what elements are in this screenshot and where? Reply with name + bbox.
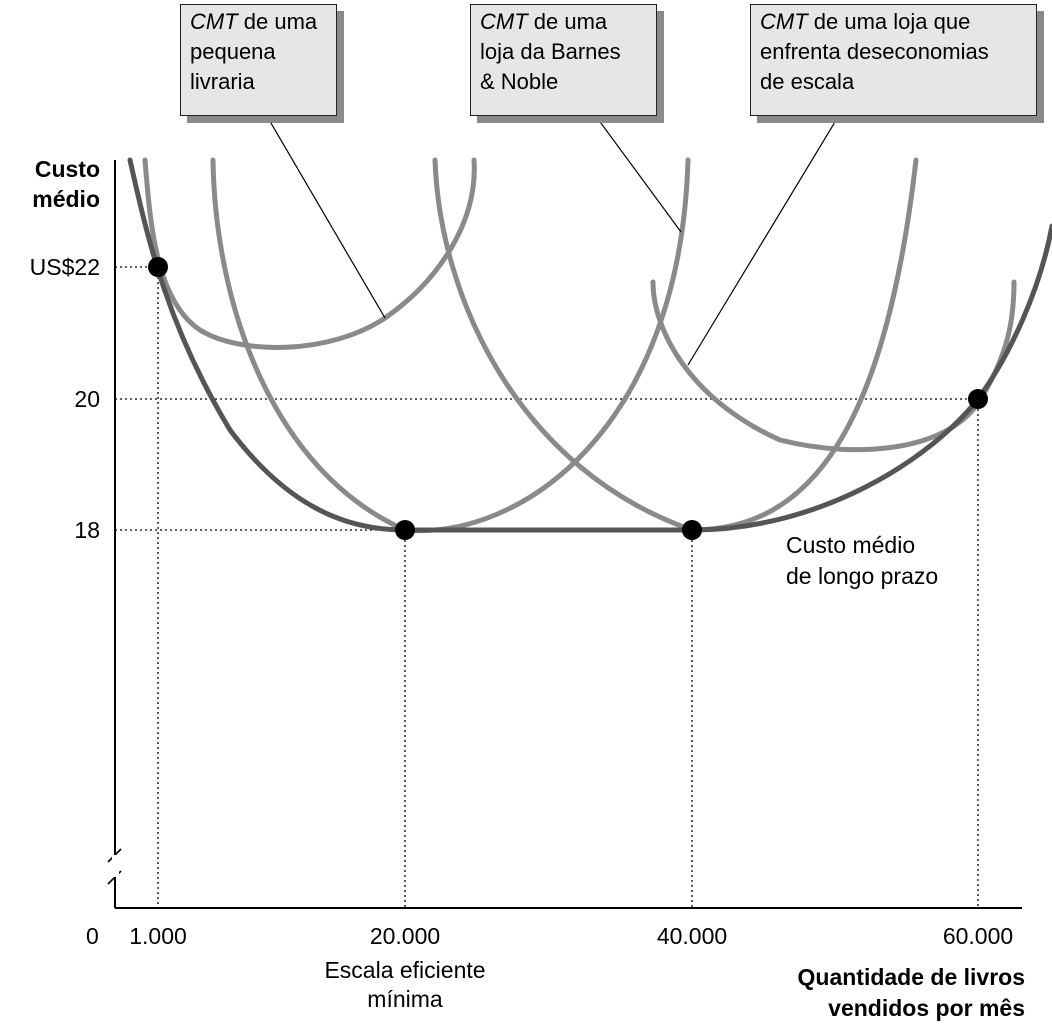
min-efficient-scale-label: Escala eficiente mínima [290, 956, 520, 1014]
y-tick-20: 20 [74, 386, 100, 412]
y-tick-18: 18 [74, 517, 100, 543]
y-tick-22: US$22 [29, 254, 100, 280]
srac-diseconomies [650, 279, 1017, 453]
lrac-label: Custo médio de longo prazo [786, 530, 938, 592]
point-60000-20 [968, 389, 988, 409]
srac-barnes-noble-2 [432, 157, 919, 533]
min-efficient-scale-line2: mínima [367, 986, 443, 1012]
callout-1-rest: de uma [237, 9, 318, 34]
point-1000-22 [148, 257, 168, 277]
x-axis-title: Quantidade de livros vendidos por mês [700, 962, 1026, 1024]
lrac-label-line1: Custo médio [786, 532, 916, 558]
callout-3-line3: de escala [760, 69, 855, 94]
callout-small-bookstore: CMT de uma pequena livraria [180, 4, 337, 116]
callout-barnes-noble: CMT de uma loja da Barnes & Noble [470, 4, 657, 116]
point-20000-18 [395, 520, 415, 540]
y-axis-title: Custo médio [2, 154, 100, 214]
x-tick-1000: 1.000 [129, 923, 187, 949]
lrac-label-line2: de longo prazo [786, 563, 939, 589]
min-efficient-scale-line1: Escala eficiente [324, 957, 486, 983]
callout-3-em: CMT [760, 9, 808, 34]
x-tick-40000: 40.000 [656, 923, 728, 949]
leader-barnes-noble [594, 114, 682, 233]
point-40000-18 [682, 520, 702, 540]
callout-1-line3: livraria [190, 69, 255, 94]
callout-2-em: CMT [480, 9, 528, 34]
y-axis-title-line1: Custo [34, 156, 100, 182]
callout-1-em: CMT [190, 9, 238, 34]
axis-break-gap [112, 855, 119, 877]
callout-3-rest: de uma loja que [807, 9, 971, 34]
x-axis-title-line2: vendidos por mês [828, 995, 1025, 1021]
callout-leaders [267, 114, 839, 366]
callout-2-line3: & Noble [480, 69, 559, 94]
point-markers [148, 257, 988, 540]
callout-diseconomies: CMT de uma loja que enfrenta deseconomia… [750, 4, 1037, 116]
callout-1-line2: pequena [190, 39, 276, 64]
y-axis-title-line2: médio [32, 186, 100, 212]
callout-3-line2: enfrenta deseconomias [760, 39, 989, 64]
leader-small-bookstore [267, 117, 386, 319]
x-origin-label: 0 [86, 923, 99, 949]
leader-diseconomies [687, 116, 839, 366]
x-axis-title-line1: Quantidade de livros [797, 964, 1026, 990]
callout-2-rest: de uma [527, 9, 608, 34]
lrac-curve [127, 157, 1052, 533]
x-tick-20000: 20.000 [369, 923, 441, 949]
x-tick-60000: 60.000 [942, 923, 1014, 949]
callout-2-line2: loja da Barnes [480, 39, 621, 64]
